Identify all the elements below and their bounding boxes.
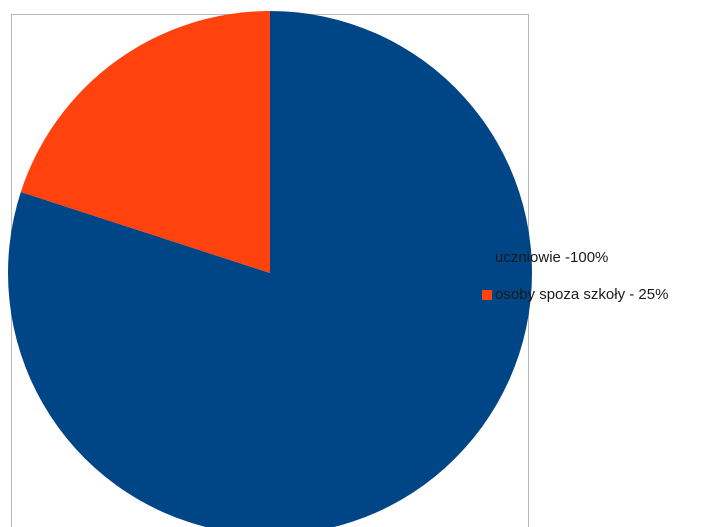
- pie-slice-1: [20, 11, 270, 273]
- legend-label-osoby-spoza-szkoly: osoby spoza szkoły - 25%: [495, 286, 669, 303]
- pie-slices: [8, 11, 532, 527]
- legend-swatch-osoby-spoza-szkoly: [482, 290, 492, 300]
- pie-slice-0: [8, 11, 532, 527]
- legend-item-osoby-spoza-szkoly: osoby spoza szkoły - 25%: [482, 284, 668, 306]
- legend-swatch-uczniowie: [482, 253, 492, 263]
- chart-legend: uczniowie -100% osoby spoza szkoły - 25%: [482, 247, 668, 321]
- legend-item-uczniowie: uczniowie -100%: [482, 247, 668, 269]
- legend-label-uczniowie: uczniowie -100%: [495, 249, 609, 266]
